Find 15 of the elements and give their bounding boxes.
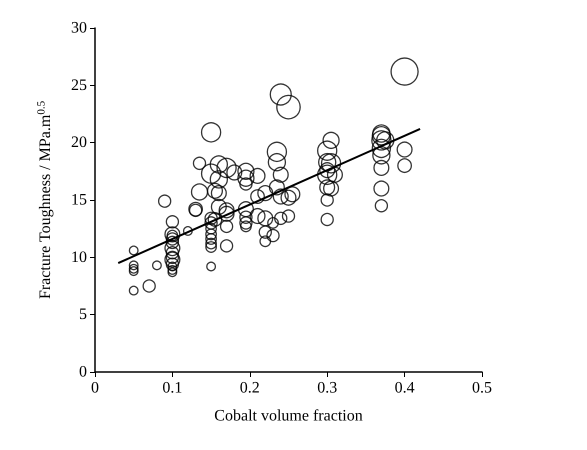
y-tick-label: 20: [71, 134, 87, 152]
y-tick-label: 30: [71, 20, 87, 36]
y-tick-label: 10: [71, 248, 87, 266]
y-tick-label: 0: [79, 364, 87, 380]
x-axis-title: Cobalt volume fraction: [214, 408, 363, 424]
y-tick-label: 15: [71, 192, 87, 208]
y-tick-label: 25: [71, 76, 87, 94]
x-tick-label: 0: [91, 380, 99, 396]
y-tick-label: 5: [79, 306, 87, 324]
y-axis-title: Fracture Toughness / MPa.m0.5: [36, 100, 54, 300]
x-tick-label: 0.4: [394, 380, 415, 396]
x-tick-label: 0.2: [240, 380, 260, 396]
x-tick-label: 0.1: [162, 380, 182, 396]
x-tick-label: 0.5: [472, 380, 492, 396]
x-tick-label: 0.3: [317, 380, 338, 396]
